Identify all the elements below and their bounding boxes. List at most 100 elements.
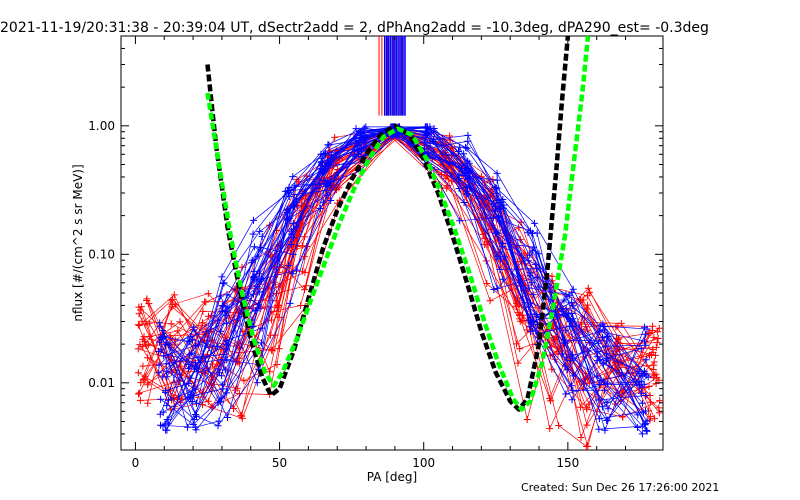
blue-point-marker	[352, 139, 360, 147]
blue-point-marker	[293, 198, 301, 206]
blue-point-marker	[463, 144, 471, 152]
red-point-marker	[134, 345, 142, 353]
blue-point-marker	[249, 230, 257, 238]
red-point-marker	[144, 399, 152, 407]
blue-point-marker	[250, 267, 258, 275]
red-point-marker	[614, 322, 622, 330]
red-point-marker	[273, 308, 281, 316]
red-point-marker	[646, 398, 654, 406]
red-point-marker	[134, 369, 142, 377]
red-point-marker	[546, 394, 553, 402]
blue-point-marker	[219, 302, 227, 310]
blue-trace	[160, 128, 643, 425]
blue-point-marker	[289, 251, 297, 258]
blue-point-marker	[290, 226, 298, 233]
blue-point-marker	[215, 417, 223, 425]
red-point-marker	[135, 303, 143, 311]
blue-point-marker	[568, 396, 576, 404]
blue-point-marker	[526, 272, 534, 280]
blue-point-marker	[190, 323, 198, 331]
blue-point-marker	[159, 327, 167, 335]
red-point-marker	[514, 309, 522, 317]
red-point-marker	[134, 321, 142, 329]
blue-point-marker	[455, 148, 462, 155]
blue-point-marker	[157, 345, 165, 353]
blue-point-marker	[569, 302, 577, 310]
blue-point-marker	[250, 216, 257, 224]
blue-point-marker	[424, 130, 432, 138]
blue-point-marker	[635, 367, 643, 375]
red-point-marker	[483, 280, 491, 287]
blue-point-marker	[642, 392, 650, 399]
blue-point-marker	[531, 219, 538, 227]
creation-timestamp: Created: Sun Dec 26 17:26:00 2021	[521, 481, 720, 494]
blue-point-marker	[155, 369, 163, 377]
blue-point-marker	[156, 338, 163, 346]
blue-point-marker	[497, 255, 504, 263]
red-point-marker	[555, 422, 563, 429]
blue-point-marker	[635, 381, 643, 389]
blue-point-marker	[464, 137, 472, 145]
blue-point-marker	[320, 150, 328, 158]
blue-point-marker	[253, 277, 261, 285]
blue-point-marker	[163, 367, 171, 375]
blue-point-marker	[562, 326, 570, 334]
blue-point-marker	[464, 157, 472, 165]
blue-point-marker	[283, 216, 291, 224]
blue-point-marker	[558, 305, 566, 313]
blue-point-marker	[161, 332, 168, 340]
blue-point-marker	[289, 270, 297, 278]
blue-point-marker	[289, 173, 297, 181]
red-point-marker	[583, 305, 591, 313]
blue-point-marker	[157, 421, 164, 429]
blue-point-marker	[527, 299, 534, 307]
blue-point-marker	[595, 425, 603, 433]
red-point-marker	[519, 311, 526, 319]
blue-point-marker	[642, 427, 650, 434]
red-point-marker	[170, 291, 178, 299]
red-point-marker	[167, 320, 175, 328]
red-point-marker	[238, 414, 246, 422]
red-point-marker	[583, 405, 591, 413]
x-tick-label: 50	[272, 456, 287, 470]
blue-point-marker	[255, 288, 263, 296]
blue-point-marker	[286, 299, 294, 307]
blue-point-marker	[287, 241, 295, 248]
blue-point-marker	[223, 319, 230, 327]
blue-point-marker	[604, 416, 612, 424]
blue-point-marker	[351, 152, 359, 160]
red-point-marker	[301, 268, 309, 276]
red-point-marker	[171, 301, 179, 309]
blue-point-marker	[187, 333, 195, 341]
red-point-marker	[198, 322, 206, 330]
x-tick-label: 100	[412, 456, 435, 470]
blue-point-marker	[220, 279, 228, 287]
red-point-marker	[273, 361, 281, 368]
red-point-marker	[143, 295, 151, 303]
red-point-marker	[481, 240, 489, 248]
red-point-marker	[516, 345, 524, 353]
red-point-marker	[650, 361, 658, 369]
blue-point-marker	[569, 315, 577, 323]
blue-point-marker	[424, 150, 432, 158]
red-point-marker	[655, 404, 663, 412]
red-point-marker	[649, 322, 657, 330]
blue-point-marker	[641, 369, 649, 377]
blue-point-marker	[253, 379, 261, 387]
blue-point-marker	[218, 381, 226, 389]
blue-point-marker	[194, 353, 202, 361]
blue-point-marker	[603, 332, 611, 340]
blue-point-marker	[316, 205, 324, 212]
blue-point-marker	[525, 303, 533, 311]
blue-point-marker	[601, 426, 609, 434]
red-point-marker	[551, 355, 559, 363]
red-point-marker	[584, 284, 592, 292]
blue-point-marker	[162, 426, 170, 434]
blue-point-marker	[569, 351, 577, 359]
red-trace	[146, 133, 655, 376]
red-point-marker	[546, 425, 554, 433]
plot-frame	[120, 35, 664, 451]
blue-point-marker	[493, 196, 501, 204]
blue-point-marker	[352, 125, 360, 133]
red-point-marker	[204, 290, 212, 298]
